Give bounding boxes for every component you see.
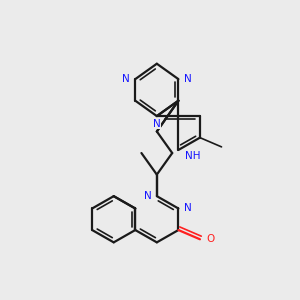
Text: N: N [153, 119, 161, 129]
Text: O: O [207, 234, 215, 244]
Text: N: N [184, 203, 191, 214]
Text: NH: NH [184, 151, 200, 161]
Text: N: N [122, 74, 130, 84]
Text: N: N [144, 191, 152, 201]
Text: N: N [184, 74, 191, 84]
